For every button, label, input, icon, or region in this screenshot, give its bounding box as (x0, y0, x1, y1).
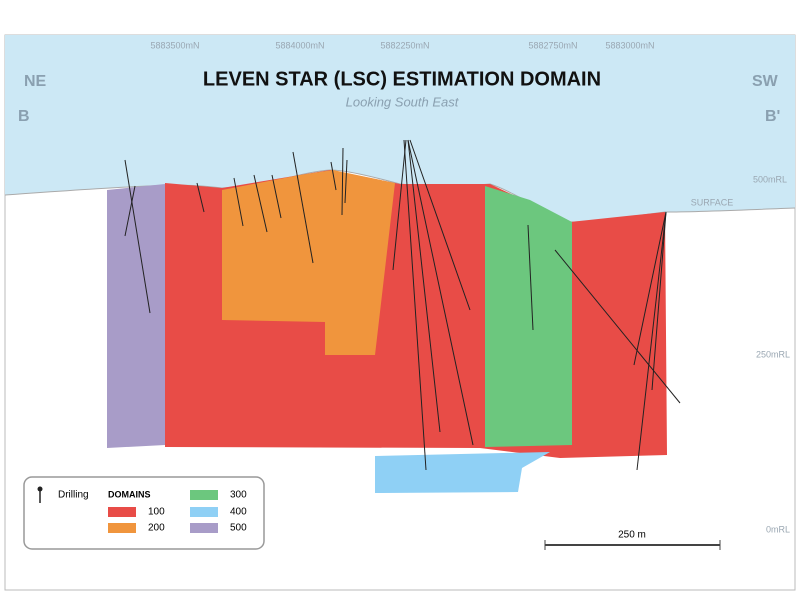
northing-label: 5882250mN (380, 40, 429, 50)
elevation-label: 250mRL (756, 349, 790, 359)
northing-label: 5883000mN (605, 40, 654, 50)
legend-label: 100 (148, 507, 165, 518)
corner-label: B (18, 108, 30, 125)
legend-swatch (190, 507, 218, 517)
northing-label: 5882750mN (528, 40, 577, 50)
legend-title: DOMAINS (108, 489, 151, 499)
legend-swatch (108, 507, 136, 517)
drillhole (253, 174, 268, 233)
drillhole (392, 139, 407, 271)
legend-swatch (108, 523, 136, 533)
corner-label: B' (765, 108, 780, 125)
legend-items: 100 200 300 400 500 (108, 490, 247, 534)
drillhole (196, 182, 205, 213)
legend-label: 200 (148, 523, 165, 534)
northing-label: 5884000mN (275, 40, 324, 50)
domain-500 (107, 184, 165, 448)
drillhole (292, 151, 314, 264)
drillhole (341, 147, 344, 216)
drillhole (124, 185, 136, 237)
drillhole (554, 249, 681, 404)
drillhole (636, 211, 667, 471)
legend-box (23, 476, 265, 550)
drillhole (407, 139, 474, 446)
legend-swatch (190, 490, 218, 500)
elevation-label: 0mRL (766, 524, 790, 534)
corner-label: SW (752, 73, 779, 90)
drillholes (124, 139, 681, 471)
elevation-label: 500mRL (753, 174, 787, 184)
sky (5, 35, 795, 222)
corner-label: NE (24, 73, 47, 90)
scale-label: 250 m (618, 530, 646, 541)
legend-label: 400 (230, 507, 247, 518)
domain-300 (485, 186, 572, 447)
northing-label: 5883500mN (150, 40, 199, 50)
title: LEVEN STAR (LSC) ESTIMATION DOMAIN (203, 68, 601, 90)
drillhole (233, 177, 244, 227)
drillhole (633, 211, 667, 366)
drillhole (403, 139, 427, 471)
drillhole (527, 224, 534, 331)
drillhole (407, 139, 441, 433)
drilling-icon (37, 486, 43, 492)
subtitle: Looking South East (346, 94, 460, 109)
drillhole (330, 161, 337, 191)
drillhole (344, 159, 348, 204)
domain-400 (375, 452, 550, 493)
legend-label: 500 (230, 523, 247, 534)
legend-label: Drilling (58, 490, 89, 501)
drillhole (409, 139, 471, 311)
drillhole (271, 174, 282, 219)
domain-200 (222, 170, 395, 355)
drillhole (651, 211, 667, 391)
surface-label: SURFACE (691, 197, 734, 207)
legend-label: 300 (230, 490, 247, 501)
drillhole (124, 159, 151, 314)
legend-swatch (190, 523, 218, 533)
